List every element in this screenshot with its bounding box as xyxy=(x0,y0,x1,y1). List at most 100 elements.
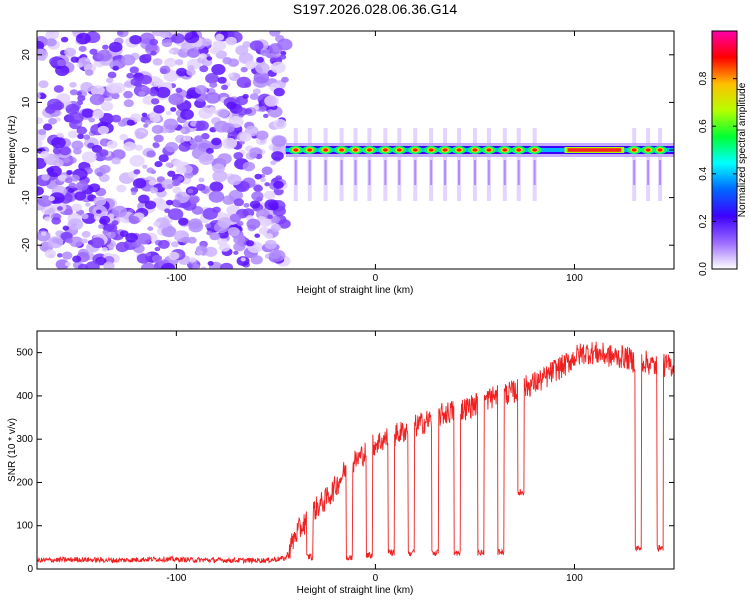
noise-speck xyxy=(187,188,194,194)
noise-speck xyxy=(239,132,252,142)
noise-speck xyxy=(123,99,134,108)
noise-speck xyxy=(120,54,136,66)
noise-speck xyxy=(221,84,229,91)
noise-speck xyxy=(212,170,228,183)
snr-ytick-label: 200 xyxy=(16,477,33,488)
noise-speck xyxy=(37,139,43,148)
noise-speck xyxy=(261,166,273,176)
band-streak-core xyxy=(308,160,311,185)
noise-speck xyxy=(102,44,109,50)
noise-speck xyxy=(267,214,273,220)
noise-speck xyxy=(83,134,91,140)
noise-speck xyxy=(90,85,105,97)
noise-speck xyxy=(273,87,285,97)
noise-speck xyxy=(154,160,163,168)
noise-speck xyxy=(106,82,121,94)
spectrogram-xtick-label: 100 xyxy=(566,273,583,284)
noise-speck xyxy=(249,40,264,51)
noise-speck xyxy=(141,112,148,117)
noise-speck xyxy=(211,63,226,75)
noise-speck xyxy=(96,49,112,62)
noise-speck xyxy=(202,207,218,220)
noise-speck xyxy=(236,76,252,88)
colorbar-frame xyxy=(711,30,738,270)
noise-speck xyxy=(233,152,244,160)
colorbar-tick-label: 0.2 xyxy=(698,214,709,228)
noise-speck xyxy=(211,137,222,146)
colorbar-tick-label: 0.6 xyxy=(698,119,709,133)
noise-speck xyxy=(175,165,187,174)
noise-speck xyxy=(128,216,140,225)
noise-speck xyxy=(108,245,114,251)
noise-speck xyxy=(171,180,180,187)
snr-xtick-label: 0 xyxy=(373,573,379,584)
bright-spot-core xyxy=(657,148,663,152)
noise-speck xyxy=(85,69,94,76)
noise-speck xyxy=(116,184,127,193)
band-streak-core xyxy=(487,160,490,185)
band-streak-up xyxy=(632,128,637,148)
noise-speck xyxy=(167,170,176,177)
noise-speck xyxy=(81,108,95,118)
noise-speck xyxy=(107,71,117,79)
band-streak-core xyxy=(324,160,327,185)
noise-speck xyxy=(49,192,65,204)
noise-speck xyxy=(171,241,179,248)
band-streak-core xyxy=(473,160,476,185)
noise-speck xyxy=(271,151,284,161)
noise-speck xyxy=(206,147,214,154)
noise-speck xyxy=(189,196,199,205)
noise-speck xyxy=(44,249,57,259)
noise-speck xyxy=(62,225,70,231)
noise-speck xyxy=(163,82,172,89)
noise-speck xyxy=(227,73,234,78)
noise-speck xyxy=(275,175,283,181)
noise-speck xyxy=(53,158,64,167)
snr-background xyxy=(37,331,674,569)
noise-speck xyxy=(206,56,213,61)
noise-speck xyxy=(153,104,165,114)
band-streak-core xyxy=(647,160,650,185)
noise-speck xyxy=(68,182,77,189)
noise-speck xyxy=(48,117,57,125)
noise-speck xyxy=(64,261,72,267)
noise-speck xyxy=(72,255,82,263)
noise-speck xyxy=(93,196,107,207)
noise-speck xyxy=(278,219,291,229)
noise-speck xyxy=(279,54,287,60)
noise-speck xyxy=(98,224,105,229)
noise-speck xyxy=(245,240,255,247)
noise-speck xyxy=(270,160,277,166)
noise-speck xyxy=(142,164,148,169)
bright-spot-core xyxy=(323,148,329,152)
noise-speck xyxy=(101,247,108,252)
band-streak-core xyxy=(294,160,297,185)
noise-speck xyxy=(265,233,274,240)
noise-speck xyxy=(252,88,261,95)
noise-speck xyxy=(176,67,188,77)
noise-speck xyxy=(134,144,143,151)
noise-speck xyxy=(165,110,172,116)
noise-speck xyxy=(57,174,68,182)
noise-speck xyxy=(233,235,246,245)
noise-speck xyxy=(119,133,128,141)
noise-speck xyxy=(60,36,69,43)
noise-speck xyxy=(233,250,239,255)
bright-spot-core xyxy=(382,148,388,152)
noise-speck xyxy=(37,93,41,99)
noise-speck xyxy=(37,186,44,196)
noise-speck xyxy=(170,107,177,112)
bright-spot-core xyxy=(339,148,345,152)
noise-speck xyxy=(229,213,242,223)
band-streak-core xyxy=(444,160,447,185)
noise-speck xyxy=(217,153,232,165)
band-streak-up xyxy=(429,128,434,148)
noise-speck xyxy=(269,249,282,260)
noise-speck xyxy=(70,56,79,63)
noise-speck xyxy=(126,72,134,79)
noise-speck xyxy=(152,142,160,149)
noise-speck xyxy=(164,57,177,68)
noise-speck xyxy=(251,191,264,201)
noise-speck xyxy=(96,209,102,214)
noise-speck xyxy=(88,183,101,193)
